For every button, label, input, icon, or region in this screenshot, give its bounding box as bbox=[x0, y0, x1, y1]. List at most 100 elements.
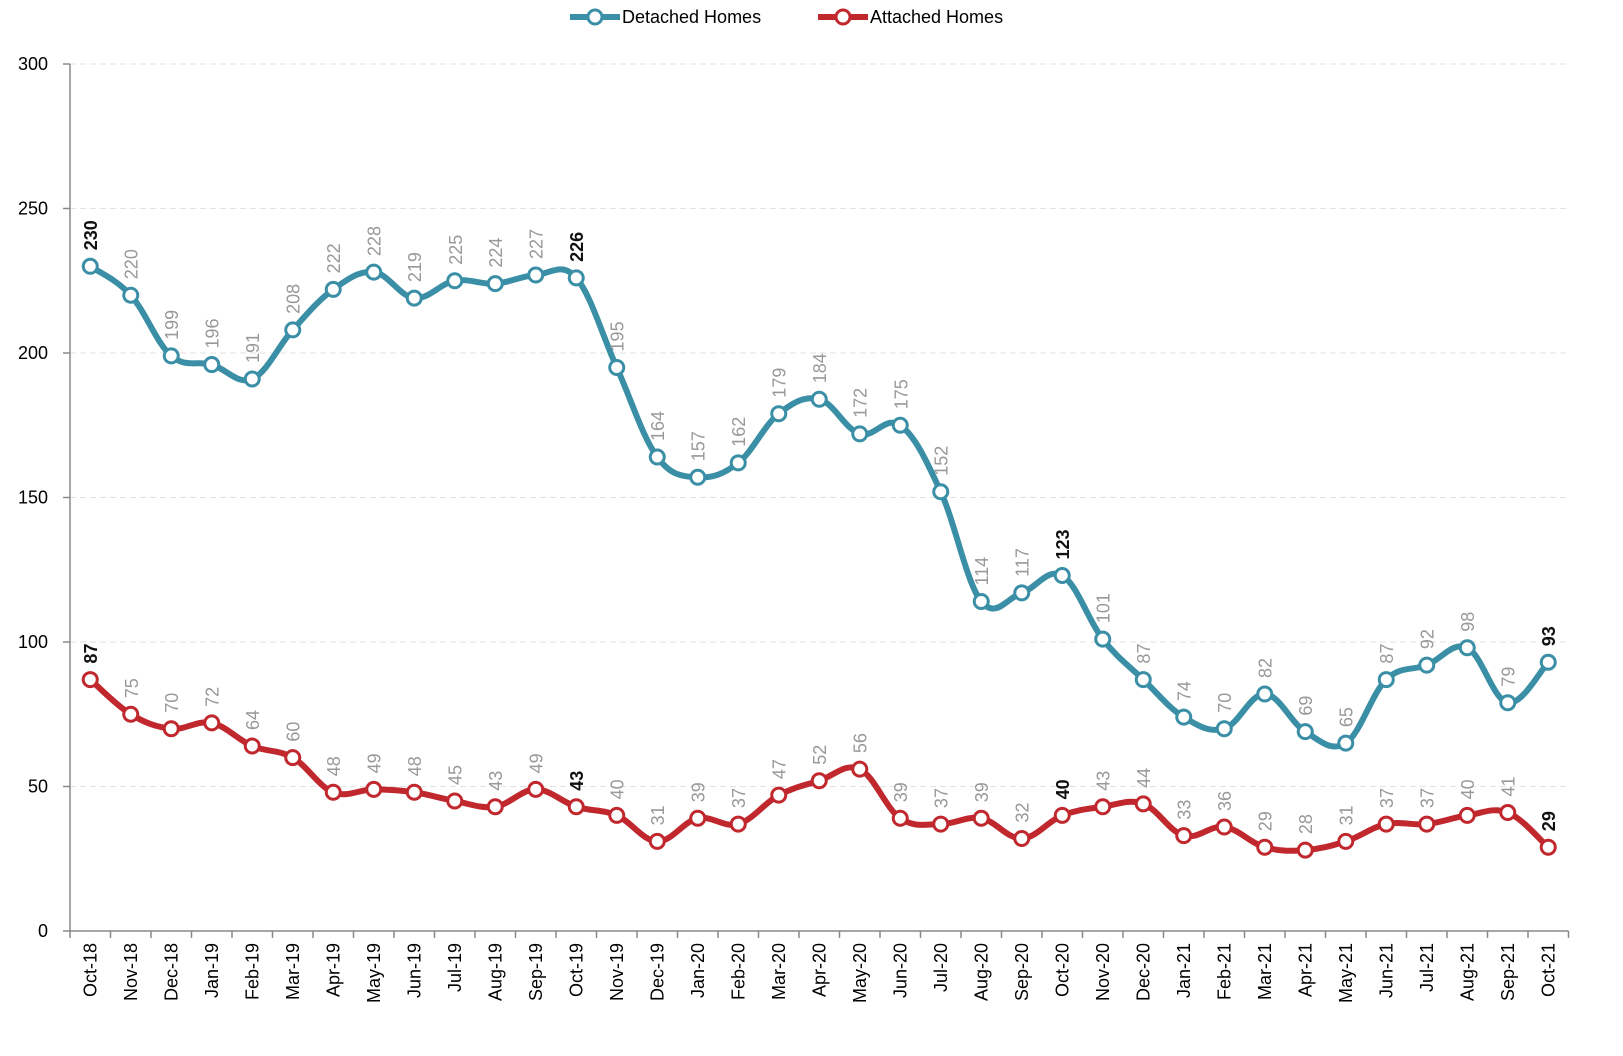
data-label: 29 bbox=[1539, 811, 1559, 831]
x-tick-label: Oct-20 bbox=[1052, 943, 1072, 997]
point bbox=[770, 405, 788, 423]
data-label: 222 bbox=[324, 243, 344, 273]
x-tick-label: Sep-21 bbox=[1498, 943, 1518, 1001]
data-label: 164 bbox=[648, 411, 668, 441]
point bbox=[891, 416, 909, 434]
series-line bbox=[88, 263, 1551, 750]
point bbox=[1053, 567, 1071, 585]
legend-label: Attached Homes bbox=[870, 7, 1003, 27]
point bbox=[1337, 734, 1355, 752]
data-label: 45 bbox=[446, 765, 466, 785]
data-label: 48 bbox=[324, 756, 344, 776]
data-label: 40 bbox=[608, 779, 628, 799]
point bbox=[972, 809, 990, 827]
data-label: 33 bbox=[1175, 800, 1195, 820]
data-label: 195 bbox=[608, 321, 628, 351]
point bbox=[1418, 656, 1436, 674]
y-tick-label: 50 bbox=[28, 777, 48, 797]
data-label: 114 bbox=[972, 557, 992, 586]
point bbox=[1094, 798, 1112, 816]
data-label: 228 bbox=[365, 226, 385, 256]
x-tick-label: Dec-18 bbox=[161, 943, 181, 1001]
point bbox=[932, 483, 950, 501]
point bbox=[1539, 838, 1557, 856]
point bbox=[1296, 841, 1314, 859]
data-label: 65 bbox=[1337, 707, 1357, 727]
point bbox=[1499, 694, 1517, 712]
data-label: 44 bbox=[1134, 768, 1154, 788]
data-label: 47 bbox=[770, 759, 790, 779]
point bbox=[648, 832, 666, 850]
point bbox=[365, 263, 383, 281]
x-tick-label: May-19 bbox=[364, 943, 384, 1003]
x-tick-label: Oct-21 bbox=[1538, 943, 1558, 997]
data-label: 70 bbox=[162, 693, 182, 713]
x-tick-label: Apr-21 bbox=[1295, 943, 1315, 997]
data-label: 87 bbox=[1134, 644, 1154, 664]
x-tick-label: Feb-20 bbox=[728, 943, 748, 1000]
point bbox=[405, 289, 423, 307]
point bbox=[1418, 815, 1436, 833]
data-label: 48 bbox=[405, 756, 425, 776]
x-tick-label: Feb-21 bbox=[1214, 943, 1234, 1000]
point bbox=[486, 275, 504, 293]
data-label: 224 bbox=[486, 238, 506, 268]
x-tick-label: Jan-21 bbox=[1174, 943, 1194, 998]
point bbox=[1134, 671, 1152, 689]
data-label: 36 bbox=[1215, 791, 1235, 811]
legend: Detached Homes Attached Homes bbox=[570, 7, 1003, 27]
data-label: 87 bbox=[81, 644, 101, 664]
x-tick-label: Mar-20 bbox=[769, 943, 789, 1000]
data-label: 75 bbox=[122, 678, 142, 698]
point bbox=[1337, 832, 1355, 850]
data-label: 69 bbox=[1296, 696, 1316, 716]
data-label: 98 bbox=[1458, 612, 1478, 632]
point bbox=[770, 786, 788, 804]
legend-label: Detached Homes bbox=[622, 7, 761, 27]
x-tick-label: Nov-20 bbox=[1093, 943, 1113, 1001]
data-label: 31 bbox=[1337, 805, 1357, 825]
point bbox=[203, 356, 221, 374]
x-tick-label: Jan-19 bbox=[202, 943, 222, 998]
x-tick-label: Jun-20 bbox=[890, 943, 910, 998]
point bbox=[162, 720, 180, 738]
data-label: 79 bbox=[1499, 667, 1519, 687]
data-label: 117 bbox=[1013, 548, 1033, 577]
point bbox=[405, 783, 423, 801]
data-label: 40 bbox=[1458, 779, 1478, 799]
data-label: 199 bbox=[162, 310, 182, 340]
x-tick-label: Aug-21 bbox=[1457, 943, 1477, 1001]
point bbox=[810, 390, 828, 408]
point bbox=[729, 815, 747, 833]
point bbox=[162, 347, 180, 365]
x-tick-label: Feb-19 bbox=[242, 943, 262, 1000]
point bbox=[203, 714, 221, 732]
data-label: 37 bbox=[1418, 788, 1438, 808]
legend-marker bbox=[586, 8, 604, 26]
point bbox=[81, 671, 99, 689]
point bbox=[851, 425, 869, 443]
x-tick-label: Jul-20 bbox=[931, 943, 951, 992]
point bbox=[851, 760, 869, 778]
point bbox=[1134, 795, 1152, 813]
x-tick-label: Jul-21 bbox=[1417, 943, 1437, 992]
data-label: 72 bbox=[203, 687, 223, 707]
point bbox=[486, 798, 504, 816]
data-label: 157 bbox=[689, 431, 709, 461]
x-tick-label: Aug-19 bbox=[485, 943, 505, 1001]
point bbox=[284, 321, 302, 339]
point bbox=[243, 737, 261, 755]
data-label: 29 bbox=[1256, 811, 1276, 831]
data-label: 208 bbox=[284, 284, 304, 314]
point bbox=[1296, 723, 1314, 741]
x-tick-label: Sep-20 bbox=[1012, 943, 1032, 1001]
point bbox=[446, 272, 464, 290]
point bbox=[1539, 653, 1557, 671]
data-label: 82 bbox=[1256, 658, 1276, 678]
point bbox=[122, 705, 140, 723]
data-label: 87 bbox=[1377, 644, 1397, 664]
data-label: 152 bbox=[932, 446, 952, 476]
point bbox=[365, 780, 383, 798]
data-label: 225 bbox=[446, 235, 466, 265]
point bbox=[527, 266, 545, 284]
